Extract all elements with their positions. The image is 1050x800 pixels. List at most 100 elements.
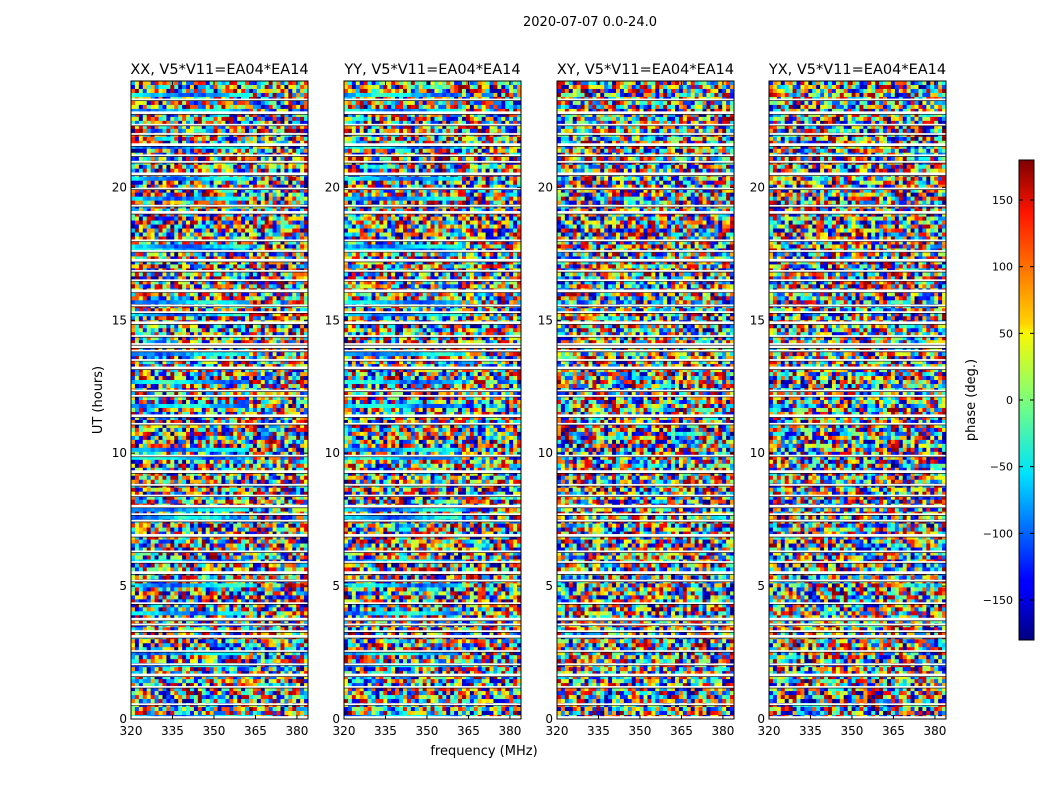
x-tick-label: 350	[203, 724, 226, 738]
flagged-row	[557, 290, 734, 293]
y-tick-label: 10	[112, 446, 127, 460]
y-tick-label: 5	[119, 579, 127, 593]
panel-title: YX, V5*V11=EA04*EA14	[768, 62, 946, 78]
flagged-row	[769, 259, 946, 262]
flagged-row	[557, 470, 734, 473]
x-tick-label: 335	[799, 724, 822, 738]
flagged-row	[557, 367, 734, 370]
y-tick-label: 20	[750, 180, 765, 194]
flagged-row	[557, 211, 734, 214]
y-tick-label: 10	[750, 446, 765, 460]
panel-title: YY, V5*V11=EA04*EA14	[343, 62, 520, 78]
y-tick-label: 20	[325, 180, 340, 194]
flagged-row	[131, 571, 308, 574]
x-tick-label: 320	[333, 724, 356, 738]
x-tick-label: 365	[882, 724, 905, 738]
flagged-row	[131, 367, 308, 370]
x-tick-label: 380	[711, 724, 734, 738]
flagged-row	[131, 635, 308, 638]
flagged-row	[557, 618, 734, 621]
flagged-row	[769, 211, 946, 214]
flagged-row	[769, 674, 946, 677]
x-tick-label: 365	[457, 724, 480, 738]
x-tick-label: 365	[244, 724, 267, 738]
x-tick-label: 320	[758, 724, 781, 738]
flagged-row	[131, 211, 308, 214]
flagged-row	[131, 321, 308, 324]
flagged-row	[769, 505, 946, 508]
y-tick-label: 5	[545, 579, 553, 593]
flagged-row	[344, 414, 521, 417]
flagged-row	[344, 618, 521, 621]
y-tick-label: 10	[538, 446, 553, 460]
y-tick-label: 5	[757, 579, 765, 593]
flagged-row	[557, 674, 734, 677]
flagged-row	[557, 143, 734, 146]
colorbar-tick-label: 50	[999, 327, 1013, 340]
flagged-row	[344, 111, 521, 114]
flagged-row	[131, 470, 308, 473]
x-tick-label: 350	[416, 724, 439, 738]
flagged-row	[769, 414, 946, 417]
flagged-row	[131, 505, 308, 508]
flagged-row	[131, 618, 308, 621]
flagged-row	[131, 111, 308, 114]
flagged-row	[131, 290, 308, 293]
flagged-row	[557, 571, 734, 574]
flagged-row	[557, 534, 734, 537]
flagged-row	[344, 143, 521, 146]
flagged-row	[769, 173, 946, 176]
flagged-row	[769, 635, 946, 638]
x-tick-label: 335	[587, 724, 610, 738]
colorbar-tick-label: 100	[992, 261, 1013, 274]
flagged-row	[344, 635, 521, 638]
colorbar-tick-label: 0	[1006, 394, 1013, 407]
flagged-row	[769, 470, 946, 473]
flagged-row	[344, 505, 521, 508]
x-tick-label: 380	[498, 724, 521, 738]
x-tick-label: 335	[161, 724, 184, 738]
flagged-row	[557, 111, 734, 114]
y-tick-label: 5	[332, 579, 340, 593]
flagged-row	[557, 345, 734, 348]
y-axis-label: UT (hours)	[91, 366, 106, 434]
flagged-row	[131, 143, 308, 146]
flagged-row	[344, 571, 521, 574]
colorbar-tick-label: −100	[983, 527, 1013, 540]
flagged-row	[131, 674, 308, 677]
flagged-row	[131, 259, 308, 262]
flagged-row	[769, 345, 946, 348]
panel-title: XX, V5*V11=EA04*EA14	[130, 62, 308, 78]
x-tick-label: 350	[841, 724, 864, 738]
x-tick-label: 320	[546, 724, 569, 738]
flagged-row	[769, 290, 946, 293]
flagged-row	[769, 618, 946, 621]
chart-suptitle: 2020-07-07 0.0-24.0	[523, 15, 657, 30]
flagged-row	[344, 345, 521, 348]
x-axis-label: frequency (MHz)	[430, 744, 537, 759]
y-tick-label: 20	[112, 180, 127, 194]
x-tick-label: 365	[670, 724, 693, 738]
y-tick-label: 20	[538, 180, 553, 194]
y-tick-label: 10	[325, 446, 340, 460]
flagged-row	[344, 211, 521, 214]
flagged-row	[557, 635, 734, 638]
flagged-row	[557, 259, 734, 262]
flagged-row	[769, 143, 946, 146]
flagged-row	[131, 173, 308, 176]
flagged-row	[769, 321, 946, 324]
flagged-row	[344, 367, 521, 370]
flagged-row	[557, 414, 734, 417]
flagged-row	[344, 259, 521, 262]
flagged-row	[131, 345, 308, 348]
flagged-row	[769, 534, 946, 537]
x-tick-label: 380	[923, 724, 946, 738]
flagged-row	[344, 674, 521, 677]
panel-title: XY, V5*V11=EA04*EA14	[557, 62, 734, 78]
x-tick-label: 380	[285, 724, 308, 738]
